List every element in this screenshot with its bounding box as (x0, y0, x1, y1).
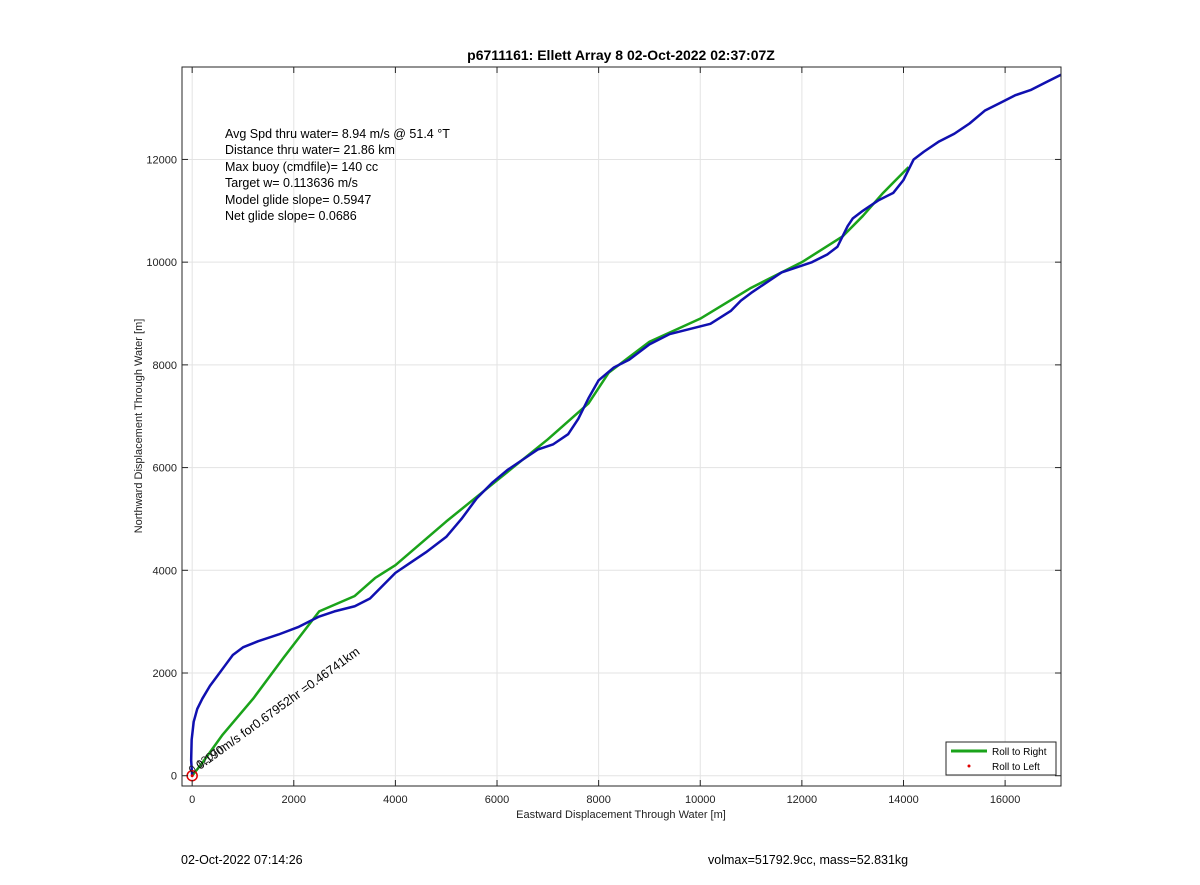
x-tick-label: 8000 (586, 794, 610, 806)
y-tick-label: 2000 (153, 668, 177, 680)
series-line-roll-to-right (191, 166, 910, 777)
y-tick-label: 12000 (146, 154, 177, 166)
legend: Roll to Right Roll to Left (945, 741, 1057, 776)
x-tick-label: 16000 (990, 794, 1021, 806)
x-tick-label: 10000 (685, 794, 716, 806)
y-tick-label: 10000 (146, 257, 177, 269)
stats-line-distance: Distance thru water= 21.86 km (225, 143, 395, 157)
legend-swatch-roll-left (967, 764, 971, 768)
stats-line-net-glide: Net glide slope= 0.0686 (225, 209, 357, 223)
legend-box (945, 741, 1057, 776)
y-tick-label: 0 (171, 771, 177, 783)
plot-area (182, 67, 1061, 786)
x-axis-label: Eastward Displacement Through Water [m] (516, 809, 726, 821)
legend-label-roll-right: Roll to Right (992, 747, 1047, 758)
plot-frame (181, 66, 1062, 787)
x-tick-label: 2000 (282, 794, 306, 806)
series-point-roll-to-left (190, 774, 194, 778)
y-tick-label: 8000 (153, 360, 177, 372)
y-axis-label: Northward Displacement Through Water [m] (133, 319, 145, 534)
y-tick-label: 6000 (153, 463, 177, 475)
legend-label-roll-left: Roll to Left (992, 762, 1040, 773)
footer-date: 02-Oct-2022 07:14:26 (181, 853, 303, 867)
stats-line-model-glide: Model glide slope= 0.5947 (225, 193, 371, 207)
stats-line-speed: Avg Spd thru water= 8.94 m/s @ 51.4 °T (225, 127, 450, 141)
x-tick-label: 0 (189, 794, 195, 806)
stats-block: Avg Spd thru water= 8.94 m/s @ 51.4 °T D… (225, 127, 450, 223)
footer-volmax-mass: volmax=51792.9cc, mass=52.831kg (708, 853, 909, 867)
x-tick-label: 4000 (383, 794, 407, 806)
series-line-displacement-track (189, 73, 1062, 776)
axis-ticks: 0 2000 4000 6000 8000 10000 12000 14000 16000 0 20… (146, 67, 1061, 806)
chart-title: p6711161: Ellett Array 8 02-Oct-2022 02:… (467, 47, 775, 63)
x-tick-label: 12000 (787, 794, 818, 806)
stats-line-target-w: Target w= 0.113636 m/s (225, 176, 358, 190)
x-tick-label: 6000 (485, 794, 509, 806)
x-tick-label: 14000 (888, 794, 919, 806)
y-tick-label: 4000 (153, 565, 177, 577)
stats-line-max-buoy: Max buoy (cmdfile)= 140 cc (225, 160, 378, 174)
